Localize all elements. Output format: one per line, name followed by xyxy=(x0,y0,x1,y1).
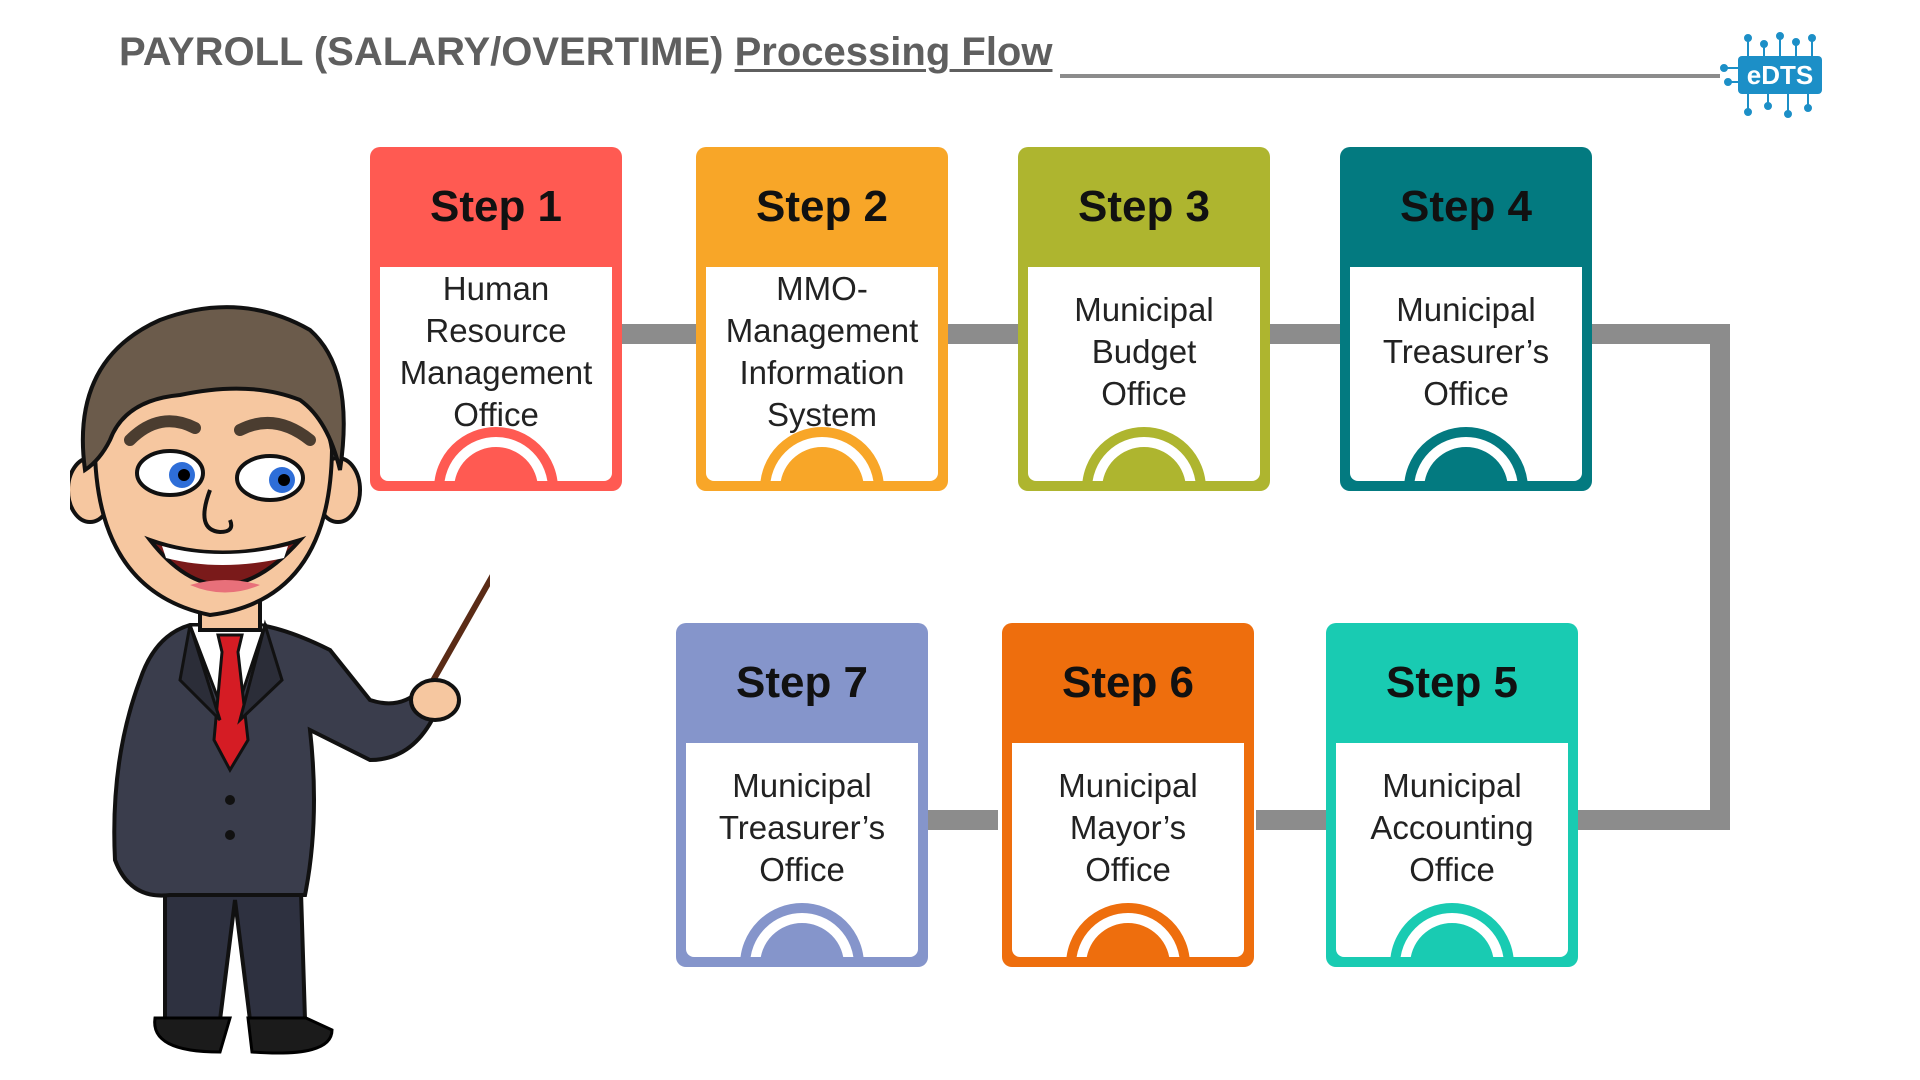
step-3-arch-icon xyxy=(1082,427,1206,481)
step-4-line: Municipal xyxy=(1396,291,1536,328)
step-5-arch-icon xyxy=(1390,903,1514,957)
step-7-line: Office xyxy=(759,851,845,888)
step-6-label: Step 6 xyxy=(1061,658,1195,707)
step-5-card: Step 5 Municipal Accounting Office xyxy=(1326,623,1578,967)
step-5-line: Office xyxy=(1409,851,1495,888)
step-3-line: Municipal xyxy=(1074,291,1214,328)
step-2-body: MMO- Management Information System xyxy=(706,267,938,481)
step-1-line: Resource xyxy=(425,312,567,349)
title-main: PAYROLL (SALARY/OVERTIME) xyxy=(119,30,724,74)
step-6-card: Step 6 Municipal Mayor’s Office xyxy=(1002,623,1254,967)
step-4-body: Municipal Treasurer’s Office xyxy=(1350,267,1582,481)
step-2-card: Step 2 MMO- Management Information Syste… xyxy=(696,147,948,491)
step-6-arch-icon xyxy=(1066,903,1190,957)
step-5-line: Accounting xyxy=(1370,809,1534,846)
title-underlined: Processing Flow xyxy=(734,30,1053,74)
step-4-office: Municipal Treasurer’s Office xyxy=(1350,267,1582,437)
step-6-body: Municipal Mayor’s Office xyxy=(1012,743,1244,957)
step-2-arch-icon xyxy=(760,427,884,481)
circuit-logo-icon xyxy=(1720,32,1816,118)
step-7-card: Step 7 Municipal Treasurer’s Office xyxy=(676,623,928,967)
step-7-arch-icon xyxy=(740,903,864,957)
step-6-line: Office xyxy=(1085,851,1171,888)
step-5-body: Municipal Accounting Office xyxy=(1336,743,1568,957)
connector-4-5 xyxy=(1576,324,1730,830)
step-6-line: Mayor’s xyxy=(1069,809,1187,846)
step-5-line: Municipal xyxy=(1382,767,1522,804)
step-4-label: Step 4 xyxy=(1399,182,1533,231)
step-4-line: Treasurer’s xyxy=(1382,333,1550,370)
step-5-label: Step 5 xyxy=(1385,658,1519,707)
step-7-line: Treasurer’s xyxy=(718,809,886,846)
step-7-label: Step 7 xyxy=(735,658,869,707)
step-3-card: Step 3 Municipal Budget Office xyxy=(1018,147,1270,491)
step-5-office: Municipal Accounting Office xyxy=(1336,743,1568,913)
step-3-label: Step 3 xyxy=(1077,182,1211,231)
step-6-office: Municipal Mayor’s Office xyxy=(1012,743,1244,913)
step-3-office: Municipal Budget Office xyxy=(1028,267,1260,437)
step-1-line: Management xyxy=(399,354,593,391)
logo-text: eDTS xyxy=(1738,56,1822,94)
presenter-businessman-icon xyxy=(70,305,490,1055)
step-1-body: Human Resource Management Office xyxy=(380,267,612,481)
page-title: PAYROLL (SALARY/OVERTIME) Processing Flo… xyxy=(119,30,1052,75)
step-2-line: System xyxy=(766,396,878,433)
step-3-line: Office xyxy=(1101,375,1187,412)
step-6-line: Municipal xyxy=(1058,767,1198,804)
step-2-label: Step 2 xyxy=(755,182,889,231)
step-1-card: Step 1 Human Resource Management Office xyxy=(370,147,622,491)
title-rule xyxy=(1060,74,1720,78)
step-1-office: Human Resource Management Office xyxy=(380,267,612,437)
step-2-office: MMO- Management Information System xyxy=(706,267,938,437)
step-3-line: Budget xyxy=(1091,333,1197,370)
step-2-line: Information xyxy=(739,354,905,391)
step-7-body: Municipal Treasurer’s Office xyxy=(686,743,918,957)
step-4-line: Office xyxy=(1423,375,1509,412)
step-3-body: Municipal Budget Office xyxy=(1028,267,1260,481)
step-7-office: Municipal Treasurer’s Office xyxy=(686,743,918,913)
step-4-card: Step 4 Municipal Treasurer’s Office xyxy=(1340,147,1592,491)
step-1-label: Step 1 xyxy=(429,182,563,231)
edts-logo: eDTS xyxy=(1718,32,1830,118)
step-2-line: MMO- xyxy=(776,270,868,307)
pointer-stick-icon xyxy=(419,574,490,703)
step-1-line: Office xyxy=(453,396,539,433)
step-4-arch-icon xyxy=(1404,427,1528,481)
step-7-line: Municipal xyxy=(732,767,872,804)
step-1-line: Human xyxy=(442,270,550,307)
step-2-line: Management xyxy=(725,312,919,349)
